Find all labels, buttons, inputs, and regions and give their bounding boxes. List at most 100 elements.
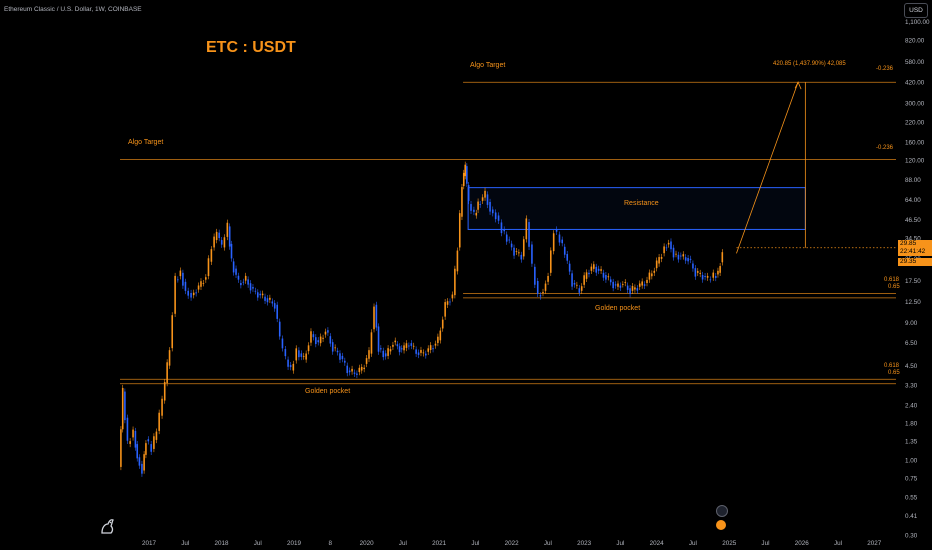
candle-body — [425, 353, 427, 356]
candle-body — [709, 279, 712, 281]
candle-body — [624, 282, 627, 283]
candle-body — [240, 282, 242, 286]
candle-body — [207, 258, 210, 277]
candle-body — [672, 247, 675, 258]
candle-body — [192, 292, 195, 296]
candle-body — [348, 370, 351, 373]
candle-body — [281, 338, 284, 349]
candle-body — [197, 285, 200, 290]
candle-body — [660, 256, 663, 259]
candle-body — [510, 243, 513, 248]
candle-body — [247, 279, 249, 285]
candle-body — [360, 366, 363, 371]
candle-body — [215, 231, 218, 241]
projection-arrowhead — [794, 81, 802, 90]
candle-body — [617, 283, 619, 287]
y-tick-label: 6.50 — [905, 340, 918, 347]
golden-pocket-lower-label: Golden pocket — [305, 388, 351, 395]
golden-pocket-upper-label: Golden pocket — [595, 305, 641, 312]
algo-target-upper-label: Algo Target — [470, 62, 506, 69]
candle-body — [558, 234, 561, 243]
currency-button[interactable]: USD — [904, 3, 928, 18]
x-tick-label: Jul — [834, 540, 842, 547]
candle-body — [479, 204, 481, 205]
y-tick-label: 12.50 — [905, 299, 921, 306]
candle-body — [473, 209, 475, 212]
candle-body — [602, 272, 605, 278]
candle-body — [242, 281, 245, 283]
candle-body — [336, 350, 339, 353]
x-tick-label: 2018 — [215, 540, 230, 547]
candle-body — [232, 261, 235, 273]
candle-body — [432, 348, 434, 350]
candle-body — [363, 367, 365, 370]
candle-body — [441, 319, 444, 329]
candle-body — [129, 441, 131, 444]
fib-upper-top-label: -0.236 — [876, 66, 894, 72]
candle-body — [719, 266, 721, 273]
candle-body — [461, 187, 463, 217]
candle-body — [539, 295, 542, 297]
y-tick-label: 2.40 — [905, 403, 918, 410]
candle-body — [353, 372, 356, 374]
candle-body — [235, 268, 237, 275]
resistance-label: Resistance — [624, 200, 659, 207]
candle-body — [377, 326, 380, 352]
price-axis[interactable]: 1,100.00 820.00 580.00 420.00 300.00 220.00 16… — [905, 19, 930, 540]
y-tick-label: 820.00 — [905, 37, 925, 44]
candle-body — [237, 275, 240, 280]
y-tick-label: 220.00 — [905, 120, 925, 127]
candle-body — [714, 276, 717, 278]
candle-body — [179, 270, 182, 277]
candle-body — [515, 251, 518, 252]
candle-body — [276, 304, 278, 319]
time-axis[interactable]: 2017 Jul 2018 Jul 2019 8 2020 Jul 2021 Jul 2022 Jul… — [142, 540, 882, 547]
candle-body — [622, 284, 624, 285]
lightning-event-icon[interactable] — [716, 505, 728, 517]
candle-body — [699, 272, 701, 274]
level-lines — [120, 81, 896, 385]
candle-body — [497, 215, 500, 221]
candle-body — [380, 348, 382, 350]
candle-body — [408, 345, 410, 347]
candle-body — [547, 275, 549, 282]
candle-body — [351, 368, 353, 372]
candle-body — [202, 283, 205, 284]
candle-body — [462, 172, 465, 187]
x-tick-label: 2021 — [432, 540, 447, 547]
x-tick-label: Jul — [254, 540, 262, 547]
candle-body — [721, 252, 724, 263]
y-tick-label: 17.50 — [905, 278, 921, 285]
candle-body — [646, 279, 648, 283]
resistance-zone — [467, 187, 806, 230]
candle-body — [638, 283, 641, 287]
candle-body — [370, 332, 373, 354]
candle-body — [439, 330, 442, 341]
candle-body — [522, 239, 525, 257]
candle-body — [675, 253, 677, 255]
candle-body — [687, 258, 689, 262]
candle-body — [549, 250, 552, 273]
candle-body — [322, 337, 324, 339]
candle-body — [396, 344, 399, 347]
fib-lower-618-label: 0.618 — [884, 363, 900, 369]
candle-body — [269, 297, 271, 300]
candle-body — [415, 349, 417, 354]
candle-body — [394, 340, 397, 343]
tradingview-logo-icon[interactable] — [98, 516, 118, 536]
candle-body — [696, 271, 699, 273]
candle-body — [663, 246, 665, 254]
x-tick-label: Jul — [399, 540, 407, 547]
candle-body — [249, 283, 252, 291]
earnings-event-icon[interactable] — [716, 520, 726, 530]
candle-body — [555, 229, 558, 232]
candle-body — [701, 274, 704, 280]
chart-title: ETC : USDT — [206, 39, 296, 56]
candle-body — [528, 222, 530, 247]
y-tick-label: 34.50 — [905, 236, 921, 243]
candle-body — [166, 362, 168, 384]
candle-body — [266, 298, 269, 303]
candle-body — [200, 281, 202, 287]
candle-body — [518, 252, 520, 254]
